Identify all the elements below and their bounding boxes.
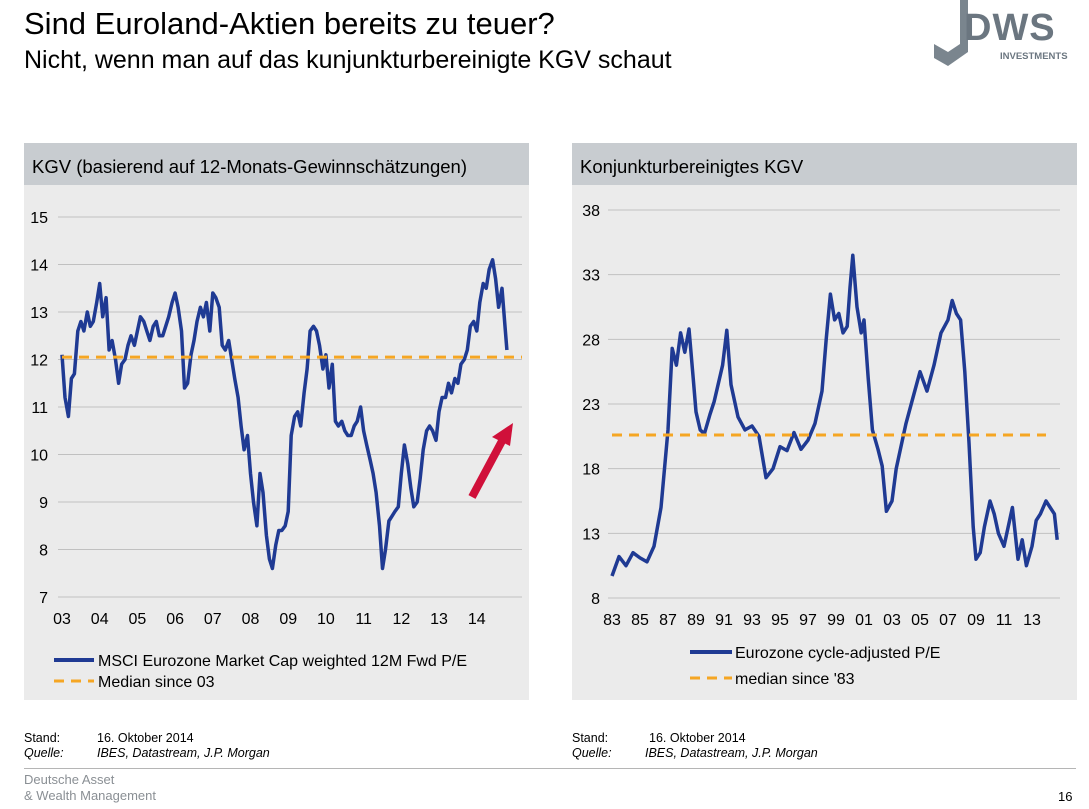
- right-x-tick-label: 85: [631, 612, 649, 629]
- left-source-value: IBES, Datastream, J.P. Morgan: [97, 746, 270, 760]
- left-x-tick-label: 11: [355, 611, 372, 628]
- left-x-tick-label: 10: [317, 611, 335, 628]
- left-stand-value: 16. Oktober 2014: [97, 731, 194, 745]
- left-y-tick-label: 8: [39, 543, 48, 560]
- left-x-tick-label: 07: [204, 611, 222, 628]
- left-x-tick-label: 14: [468, 611, 486, 628]
- right-x-tick-label: 05: [911, 612, 929, 629]
- right-x-tick-label: 87: [659, 612, 677, 629]
- left-y-tick-label: 9: [39, 495, 48, 512]
- right-y-tick-label: 33: [582, 268, 600, 285]
- left-y-tick-label: 11: [31, 400, 48, 417]
- footer-line-1: Deutsche Asset: [24, 772, 115, 787]
- left-x-tick-label: 09: [279, 611, 297, 628]
- right-stand-value: 16. Oktober 2014: [649, 731, 746, 745]
- legend-label-right-series: Eurozone cycle-adjusted P/E: [735, 645, 940, 662]
- left-series-line: [60, 258, 509, 571]
- left-x-tick-label: 13: [430, 611, 448, 628]
- right-y-tick-label: 28: [582, 332, 600, 349]
- right-y-tick-label: 13: [582, 526, 600, 543]
- right-y-tick-label: 8: [591, 591, 600, 608]
- right-x-tick-label: 09: [967, 612, 985, 629]
- left-y-tick-label: 15: [30, 210, 48, 227]
- right-x-tick-label: 91: [715, 612, 733, 629]
- left-x-tick-label: 12: [392, 611, 410, 628]
- left-x-tick-label: 08: [242, 611, 260, 628]
- footer-line-2: & Wealth Management: [24, 788, 156, 803]
- right-x-tick-label: 89: [687, 612, 705, 629]
- logo-subtext: INVESTMENTS: [1000, 51, 1068, 62]
- right-series-line: [610, 253, 1059, 577]
- right-y-tick-label: 18: [582, 462, 600, 479]
- left-x-tick-label: 03: [53, 611, 71, 628]
- right-plot: 8 13 18 23 28 33 38 83 85 87 89 91 93 95 97 99 01 03 05 07 0…: [582, 203, 1060, 629]
- legend-label-left-median: Median since 03: [98, 674, 215, 691]
- right-chart-panel: [572, 143, 1077, 700]
- left-chart-header: [24, 143, 529, 185]
- left-x-tick-label: 04: [91, 611, 109, 628]
- logo-text: DWS: [964, 7, 1056, 49]
- page-title: Sind Euroland-Aktien bereits zu teuer?: [24, 6, 555, 41]
- left-y-tick-label: 10: [30, 448, 48, 465]
- right-x-tick-label: 99: [827, 612, 845, 629]
- footer-divider: [24, 768, 1076, 769]
- page-number: 16: [1058, 789, 1073, 804]
- right-x-tick-label: 95: [771, 612, 789, 629]
- right-x-tick-label: 01: [855, 612, 873, 629]
- right-x-tick-label: 03: [883, 612, 901, 629]
- left-plot: 7 8 9 10 11 12 13 14 15 03 04 05 06 07 08 09 10 11 12 13 14: [30, 210, 522, 628]
- upward-arrow-annotation: [468, 423, 513, 499]
- right-x-tick-label: 11: [996, 612, 1013, 629]
- left-x-tick-label: 05: [129, 611, 147, 628]
- right-source-label: Quelle:: [572, 746, 612, 760]
- legend-label-left-series: MSCI Eurozone Market Cap weighted 12M Fw…: [98, 653, 467, 670]
- right-y-tick-label: 23: [582, 397, 600, 414]
- right-x-tick-label: 07: [939, 612, 957, 629]
- right-chart-header: [572, 143, 1077, 185]
- footer-company: Deutsche Asset & Wealth Management: [24, 772, 156, 804]
- logo-hexagon-shape: [934, 0, 968, 66]
- left-chart-title: KGV (basierend auf 12-Monats-Gewinnschät…: [32, 156, 467, 177]
- page-subtitle: Nicht, wenn man auf das kunjunkturberein…: [24, 46, 672, 74]
- dws-logo: DWS INVESTMENTS: [928, 0, 1078, 70]
- left-source-label: Quelle:: [24, 746, 64, 760]
- left-y-tick-label: 7: [39, 590, 48, 607]
- right-x-tick-label: 83: [603, 612, 621, 629]
- left-y-tick-label: 14: [30, 258, 48, 275]
- left-x-tick-label: 06: [166, 611, 184, 628]
- right-x-tick-label: 13: [1023, 612, 1041, 629]
- right-x-tick-label: 93: [743, 612, 761, 629]
- right-stand-label: Stand:: [572, 731, 609, 745]
- right-x-tick-label: 97: [799, 612, 817, 629]
- right-source-value: IBES, Datastream, J.P. Morgan: [645, 746, 818, 760]
- left-y-tick-label: 13: [30, 305, 48, 322]
- legend-label-right-median: median since '83: [735, 671, 855, 688]
- left-y-tick-label: 12: [30, 353, 48, 370]
- right-chart-title: Konjunkturbereinigtes KGV: [580, 156, 804, 177]
- right-y-tick-label: 38: [582, 203, 600, 220]
- left-stand-label: Stand:: [24, 731, 61, 745]
- left-chart-panel: [24, 143, 529, 700]
